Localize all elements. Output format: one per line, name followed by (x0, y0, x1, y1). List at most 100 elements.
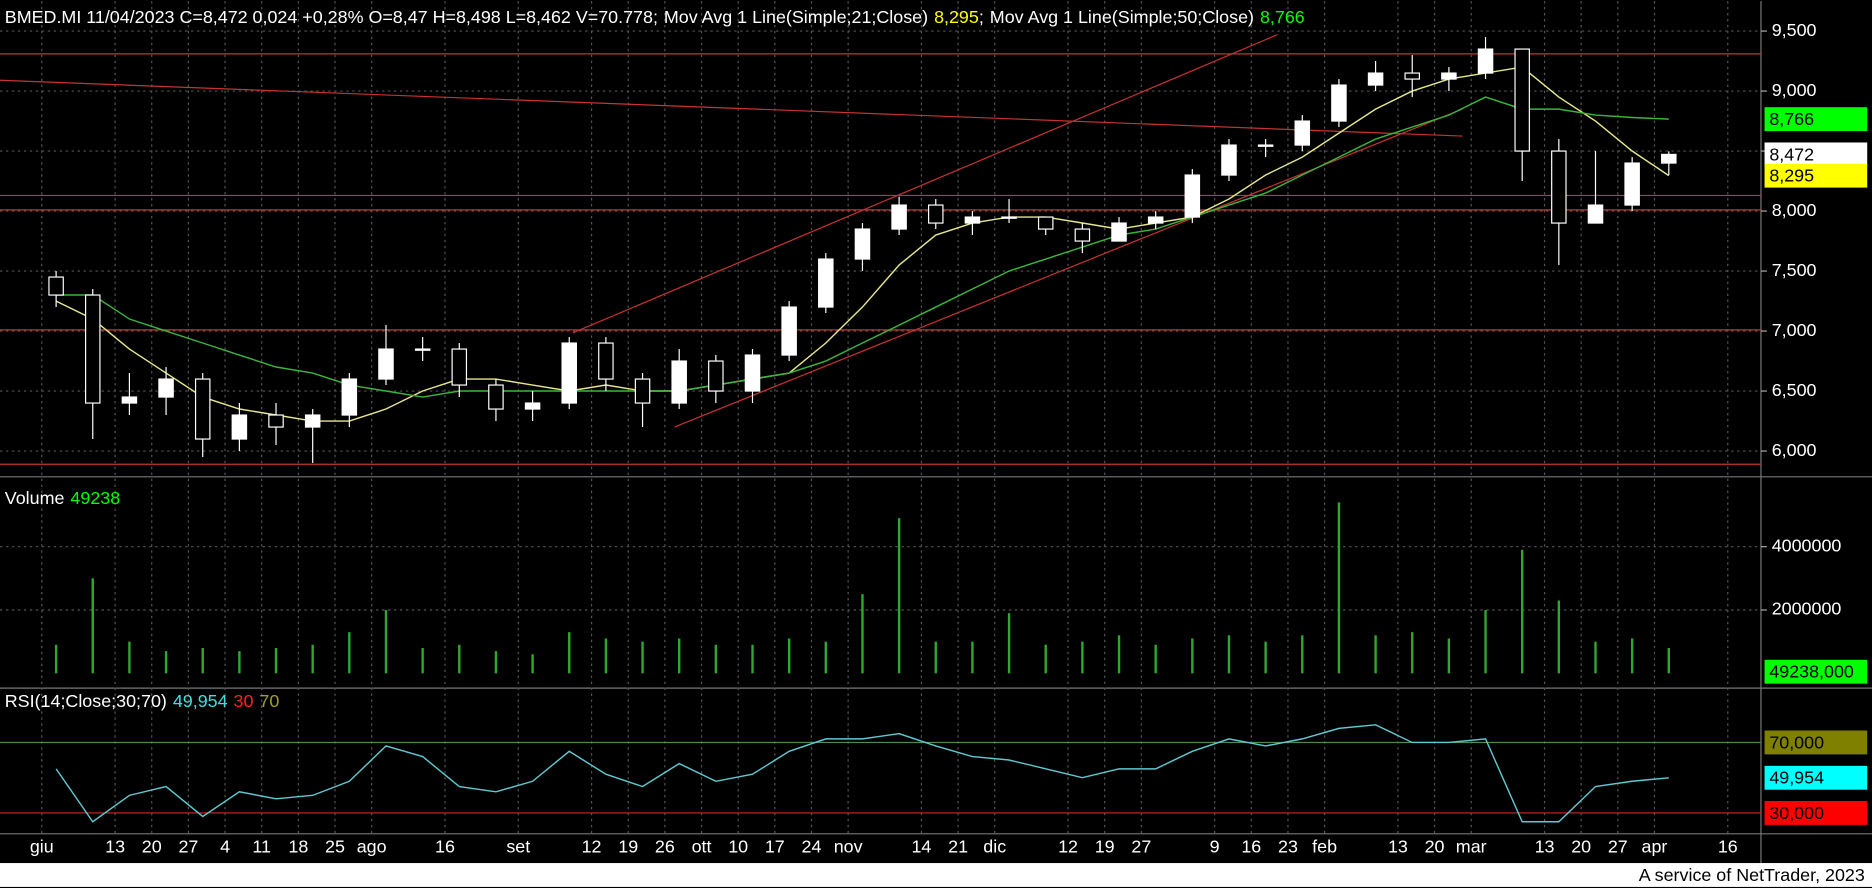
x-tick-label: 9 (1210, 836, 1220, 856)
trend-line (674, 108, 1463, 428)
candle-body (708, 360, 724, 392)
grid (0, 1, 1767, 834)
volume-bar (1557, 600, 1561, 674)
x-tick-label: ott (692, 836, 712, 856)
x-tick-label: nov (834, 836, 863, 856)
panel-legend: Volume 49238 (5, 488, 120, 508)
volume-bar (1301, 635, 1304, 674)
volume-bar (1667, 647, 1670, 674)
x-tick-label: 10 (728, 836, 748, 856)
candle-body (1257, 144, 1274, 147)
labels: giu 13 20 27 4 11 18 25 ago 16 set 12 19 26 ott 10 17 24 n… (5, 7, 1868, 856)
volume-bar (1374, 635, 1377, 674)
volume-bar (128, 641, 131, 674)
volume-bar (1117, 635, 1121, 674)
volume-bar (971, 641, 974, 674)
candle-body (1294, 120, 1311, 146)
trend-line (0, 79, 1463, 137)
x-tick-label: 25 (325, 836, 345, 856)
footer-text: A service of NetTrader, 2023 (1639, 865, 1865, 885)
volume-bar (678, 638, 681, 674)
volume-bar (934, 641, 937, 674)
volume-bar (641, 641, 644, 674)
volume-bar (714, 644, 718, 674)
volume-bar (1264, 641, 1267, 674)
footer-bar (0, 863, 1872, 887)
x-tick-label: 17 (765, 836, 785, 856)
rsi-line (55, 724, 1669, 823)
volume-bar (1411, 632, 1414, 674)
candle-body (781, 306, 797, 356)
x-tick-label: 16 (1718, 836, 1738, 856)
panel-legend: RSI(14;Close;30;70) 49,954 30 70 (5, 691, 280, 711)
x-tick-label: 12 (1058, 836, 1078, 856)
x-tick-label: 18 (288, 836, 308, 856)
volume-bar (1227, 635, 1231, 674)
volume-bar (1191, 638, 1194, 674)
volume-bar (824, 641, 827, 674)
volume-bar (1521, 549, 1524, 674)
candle-body (1514, 48, 1530, 152)
x-tick-label: 13 (1388, 836, 1408, 856)
volume-bar (238, 651, 241, 674)
candle-body (414, 348, 431, 351)
candle-body (194, 378, 211, 440)
volume-bar (568, 632, 571, 674)
value-box-label: 49238,000 (1769, 662, 1854, 682)
candle-body (268, 414, 284, 428)
candle-body (488, 384, 504, 410)
value-box (1764, 163, 1868, 188)
volume-bar (861, 594, 864, 674)
y-tick-label: 4000000 (1772, 535, 1842, 555)
y-tick-label: 6,000 (1772, 440, 1817, 460)
legend-text: Mov Avg 1 Line(Simple;50;Close) (990, 7, 1254, 27)
volume-bar (604, 638, 608, 674)
x-tick-label: set (506, 836, 530, 856)
value-box (1764, 801, 1868, 825)
candle-body (1587, 204, 1604, 224)
candle-body (964, 216, 981, 224)
trend-line (572, 34, 1278, 334)
volume-bar (1630, 638, 1634, 674)
y-tick-label: 8,000 (1772, 200, 1817, 220)
candle-body (85, 294, 101, 404)
x-tick-label: 4 (220, 836, 230, 856)
volume-bar (1081, 641, 1084, 674)
candle-body (854, 228, 871, 260)
volume-bar (1447, 638, 1451, 674)
value-box (1764, 730, 1868, 755)
legend-text: Volume (5, 488, 65, 508)
value-box (1764, 765, 1868, 790)
legend-text: 8,295 (934, 7, 979, 27)
x-tick-label: 26 (655, 836, 675, 856)
x-tick-label: dic (983, 836, 1006, 856)
x-tick-label: 27 (1131, 836, 1151, 856)
candle-body (1074, 228, 1091, 242)
volume-bar (274, 647, 278, 674)
candle-body (744, 354, 761, 392)
candle-body (1477, 48, 1494, 74)
marks (0, 34, 1761, 823)
legend-text: 49,954 (173, 691, 228, 711)
volume-bar (531, 654, 534, 674)
x-tick-label: 16 (435, 836, 455, 856)
candle-body (231, 414, 248, 440)
value-box-label: 8,472 (1769, 144, 1814, 164)
y-tick-label: 9,500 (1772, 20, 1817, 40)
candle-body (121, 396, 138, 404)
candle-body (1221, 144, 1237, 176)
volume-bar (458, 644, 461, 674)
x-tick-label: giu (30, 836, 54, 856)
value-box (1764, 107, 1868, 132)
volume-bar (421, 647, 424, 674)
legend-text: 70 (259, 691, 279, 711)
volume-bar (1007, 613, 1011, 674)
x-tick-label: 24 (802, 836, 822, 856)
x-tick-label: 23 (1278, 836, 1298, 856)
legend-text: ; (653, 7, 658, 27)
volume-bar (1337, 502, 1341, 674)
candle-body (671, 360, 687, 404)
panel-legend: BMED.MI 11/04/2023 C=8,472 0,024 +0,28% … (5, 7, 1305, 27)
volume-bar (91, 578, 94, 674)
candle-body (378, 348, 394, 380)
